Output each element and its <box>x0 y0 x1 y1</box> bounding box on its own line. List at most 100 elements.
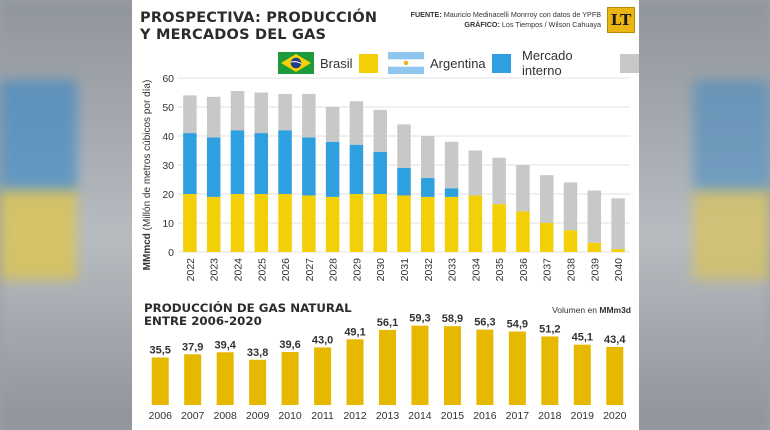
bar-mercado-interno-2035 <box>492 157 506 205</box>
bar-argentina-2028 <box>325 141 340 197</box>
production-x-tick-2012: 2012 <box>343 410 367 422</box>
production-bar-2014 <box>411 325 429 405</box>
x-tick-2031: 2031 <box>399 258 411 282</box>
production-value-label-2017: 54,9 <box>507 319 528 331</box>
bar-mercado-interno-2030 <box>373 109 387 152</box>
bar-brasil-2040 <box>611 249 625 252</box>
bar-argentina-2024 <box>230 130 245 194</box>
production-bar-2020 <box>606 346 624 405</box>
production-x-tick-2009: 2009 <box>246 410 270 422</box>
bar-mercado-interno-2039 <box>587 190 602 243</box>
bar-mercado-interno-2025 <box>254 92 269 134</box>
y-tick-40: 40 <box>162 131 174 143</box>
x-tick-2024: 2024 <box>232 258 244 282</box>
y-tick-20: 20 <box>162 189 174 201</box>
production-value-label-2016: 56,3 <box>474 317 495 329</box>
production-bar-2019 <box>573 344 591 405</box>
production-x-tick-2019: 2019 <box>571 410 595 422</box>
x-tick-2030: 2030 <box>375 258 387 282</box>
x-tick-2027: 2027 <box>304 258 316 282</box>
legend-item-brasil: Brasil <box>278 50 378 76</box>
bar-brasil-2029 <box>349 194 364 252</box>
legend-swatch-mercado-interno <box>620 53 639 73</box>
y-axis-label: MMmcd (Millón de metros cúbicos por día) <box>142 80 153 271</box>
production-value-label-2009: 33,8 <box>247 347 268 359</box>
bar-mercado-interno-2038 <box>563 182 578 231</box>
x-tick-2034: 2034 <box>470 258 482 282</box>
los-tiempos-logo: LT <box>607 7 635 33</box>
production-chart-title: PRODUCCIÓN DE GAS NATURAL ENTRE 2006-202… <box>144 302 352 328</box>
graphic-label: GRÁFICO: <box>464 20 500 29</box>
bar-argentina-2032 <box>421 178 435 197</box>
bar-argentina-2031 <box>397 167 411 196</box>
x-tick-2039: 2039 <box>589 258 601 282</box>
production-bar-2007 <box>184 354 202 405</box>
bar-brasil-2032 <box>421 196 435 252</box>
source-label: FUENTE: <box>410 10 442 19</box>
unit-value: MMm3d <box>599 305 631 315</box>
production-value-label-2007: 37,9 <box>182 341 203 353</box>
production-value-label-2015: 58,9 <box>442 313 463 325</box>
bar-argentina-2023 <box>206 137 221 197</box>
bar-mercado-interno-2029 <box>349 101 364 145</box>
bar-mercado-interno-2024 <box>230 91 245 131</box>
y-tick-0: 0 <box>168 247 174 259</box>
production-value-label-2013: 56,1 <box>377 317 398 329</box>
volume-unit-note: Volumen en MMm3d <box>552 305 631 315</box>
graphic-text: Los Tiempos / Wilson Cahuaya <box>501 20 601 29</box>
production-x-tick-2020: 2020 <box>603 410 627 422</box>
x-tick-2022: 2022 <box>185 258 197 282</box>
production-bar-chart: 35,5 2006 37,9 2007 39,4 2008 33,8 2009 39,6 2010… <box>149 313 627 422</box>
legend-label-brasil: Brasil <box>320 55 353 71</box>
production-bar-2011 <box>314 347 332 405</box>
y-tick-50: 50 <box>162 102 174 114</box>
bar-argentina-2022 <box>183 133 197 194</box>
bar-argentina-2026 <box>278 130 292 194</box>
bar-brasil-2036 <box>516 211 530 252</box>
bar-brasil-2037 <box>539 223 554 252</box>
production-value-label-2010: 39,6 <box>279 339 300 351</box>
production-x-tick-2015: 2015 <box>441 410 465 422</box>
production-title-line-1: PRODUCCIÓN DE GAS NATURAL <box>144 301 352 315</box>
x-tick-2035: 2035 <box>494 258 506 282</box>
bar-argentina-2025 <box>254 133 269 194</box>
bar-brasil-2035 <box>492 204 506 252</box>
y-tick-10: 10 <box>162 218 174 230</box>
bar-brasil-2022 <box>183 194 197 252</box>
bar-brasil-2026 <box>278 194 292 252</box>
x-tick-2036: 2036 <box>518 258 530 282</box>
bar-brasil-2034 <box>468 195 483 252</box>
bar-brasil-2030 <box>373 194 387 252</box>
credits: FUENTE: Mauricio Medinacelli Monrroy con… <box>411 10 601 30</box>
production-value-label-2020: 43,4 <box>604 334 626 346</box>
x-tick-2040: 2040 <box>613 258 625 282</box>
bar-argentina-2027 <box>302 137 316 196</box>
production-x-tick-2011: 2011 <box>311 410 334 422</box>
production-x-tick-2007: 2007 <box>181 410 205 422</box>
production-bar-2012 <box>346 339 364 405</box>
argentina-flag-icon <box>388 52 424 74</box>
bar-mercado-interno-2034 <box>468 150 483 196</box>
production-value-label-2011: 43,0 <box>312 334 333 346</box>
bar-brasil-2031 <box>397 195 411 252</box>
bar-brasil-2025 <box>254 194 269 252</box>
infographic-card: PROSPECTIVA: PRODUCCIÓN Y MERCADOS DEL G… <box>132 0 639 430</box>
production-x-tick-2008: 2008 <box>213 410 237 422</box>
x-tick-2032: 2032 <box>423 258 435 282</box>
infographic-title: PROSPECTIVA: PRODUCCIÓN Y MERCADOS DEL G… <box>140 10 377 44</box>
production-value-label-2008: 39,4 <box>214 339 236 351</box>
bar-brasil-2033 <box>444 196 459 252</box>
x-tick-2023: 2023 <box>209 258 221 282</box>
y-tick-30: 30 <box>162 160 174 172</box>
title-line-2: Y MERCADOS DEL GAS <box>140 27 327 43</box>
production-bar-2006 <box>151 357 169 405</box>
bar-brasil-2027 <box>302 195 316 252</box>
y-tick-60: 60 <box>162 73 174 85</box>
production-x-tick-2018: 2018 <box>538 410 562 422</box>
bar-mercado-interno-2026 <box>278 93 292 131</box>
production-title-line-2: ENTRE 2006-2020 <box>144 314 262 328</box>
production-x-tick-2016: 2016 <box>473 410 497 422</box>
bar-mercado-interno-2040 <box>611 198 625 250</box>
production-value-label-2018: 51,2 <box>539 323 560 335</box>
